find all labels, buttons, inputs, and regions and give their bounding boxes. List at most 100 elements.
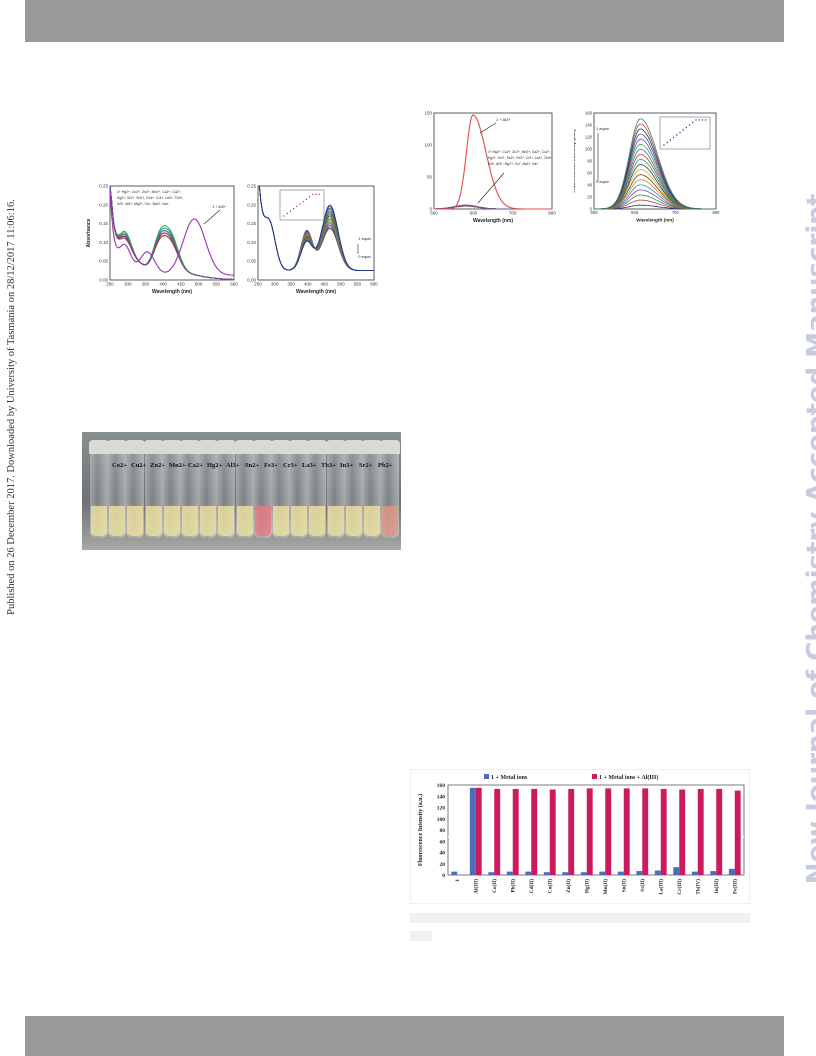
vial-label: Cu2+ <box>131 462 147 469</box>
x-axis-label: Wavelength (nm) <box>473 218 513 224</box>
vial-cap <box>343 440 364 454</box>
vial <box>307 440 328 538</box>
vial-solution <box>291 506 308 536</box>
vial <box>161 440 182 538</box>
y-axis-label: Absorbance <box>86 218 92 247</box>
vial-label: Sr2+ <box>359 462 373 469</box>
vial-label: Ca2+ <box>188 462 203 469</box>
vial <box>362 440 382 538</box>
vial <box>89 440 109 538</box>
inset-point <box>289 210 292 212</box>
bar-metal-ion <box>580 872 587 875</box>
y-tick-label: 140 <box>437 794 446 800</box>
bar-metal-ion-al <box>642 788 649 875</box>
x-tick-label: Sr(II) <box>639 879 646 892</box>
y-tick-label: 100 <box>437 817 446 823</box>
vial-solution <box>327 506 344 536</box>
y-tick-label: 120 <box>437 806 446 812</box>
fluorescence-b-plot: 0 20 40 60 80 100 120 140 160 500 600 700 800 Wavelen… <box>574 111 721 223</box>
inset-point <box>676 134 678 136</box>
x-tick-label: In(III) <box>713 879 720 894</box>
vial-label: Cr3+ <box>283 462 298 469</box>
vial <box>125 440 146 538</box>
bar-metal-ion <box>691 871 698 875</box>
equiv-bottom-label: 0 equiv. <box>596 179 610 184</box>
legend-line: 1+ Hg2+, Co2+, Zn2+, Mn2+, Ca2+, Cu2+, <box>488 150 551 154</box>
bar-metal-ion <box>599 871 606 875</box>
x-tick-label: Hg(II) <box>583 879 590 893</box>
x-tick-label: Pb(II) <box>509 879 516 893</box>
vial-label: Hg2+ <box>207 462 223 469</box>
bar-metal-ion-al <box>679 789 686 875</box>
vial-label: Mn2+ <box>169 462 186 469</box>
vial-solution <box>109 506 126 536</box>
bar-metal-ion <box>617 871 624 875</box>
inset-point <box>318 193 320 196</box>
inset-point <box>315 193 317 196</box>
inset-point <box>692 121 694 124</box>
vial <box>180 440 200 538</box>
x-tick-label: 800 <box>713 210 721 215</box>
y-tick-label: 0.10 <box>99 240 108 245</box>
y-tick-label: 40 <box>440 851 446 857</box>
x-tick-label: 600 <box>370 282 378 287</box>
inset-frame <box>279 189 325 221</box>
y-tick-label: 20 <box>587 195 592 200</box>
vial-cap <box>125 440 146 454</box>
bar-metal-ion-al <box>716 788 723 875</box>
vial-label: Al3+ <box>226 462 240 469</box>
plot-frame <box>447 784 745 876</box>
vial <box>107 440 128 538</box>
bar-metal-ion <box>506 871 513 875</box>
x-tick-label: 500 <box>430 211 438 216</box>
x-tick-label: Cu(II) <box>546 879 553 893</box>
vial-solution <box>218 506 235 536</box>
vial-solution <box>254 506 271 536</box>
x-tick-label: 450 <box>321 282 329 287</box>
y-tick-label: 50 <box>427 175 433 180</box>
inset-point <box>286 212 288 215</box>
bar-metal-ion-al <box>734 790 741 875</box>
y-tick-label: 80 <box>440 828 446 834</box>
equiv-top-label: 1 equiv. <box>596 126 610 131</box>
vial-cap <box>325 440 346 454</box>
legend-line: In3+, Al3+, Mg2+, Cs+, Ba2+, Na+ <box>117 202 169 206</box>
inset-point <box>666 141 668 144</box>
vial-solution <box>382 506 399 536</box>
inset-point <box>312 193 314 196</box>
y-tick-label: 140 <box>585 123 593 128</box>
bar-metal-ion-al <box>568 788 575 875</box>
bar-metal-ion-al <box>697 788 704 875</box>
bar-metal-ion-al <box>512 788 519 875</box>
vial-cap <box>89 440 109 454</box>
bar-metal-ion <box>654 870 661 875</box>
selectivity-bar-chart: 0 20 40 60 80 100 120 140 160 Fluorescence Intens… <box>410 769 750 904</box>
inset-point <box>685 126 688 129</box>
legend-line: Hg2+, Sr2+, Sn2+, Fe3+, Cr3+, La3+, Tb3+… <box>117 196 183 200</box>
plot-frame <box>257 185 375 281</box>
pointer-arrow <box>203 209 221 225</box>
vial-label: Zn2+ <box>150 462 165 469</box>
legend-line: In3+, Al3+, Mg2+, Cs+, Ba2+, Na+ <box>488 162 538 166</box>
caption-placeholder <box>410 913 750 923</box>
x-tick-label: 800 <box>548 211 556 216</box>
vial <box>234 440 255 538</box>
y-tick-label: 0.00 <box>247 278 256 283</box>
vial-cap <box>380 440 401 454</box>
footer-band <box>25 1016 784 1056</box>
vial <box>325 440 346 538</box>
x-tick-label: 250 <box>254 282 262 287</box>
inset-point <box>701 119 704 121</box>
vial-label: Sn2+ <box>245 462 260 469</box>
x-tick-label: La(III) <box>657 879 664 895</box>
x-tick-label: 400 <box>159 282 167 287</box>
bar-metal-ion <box>728 868 735 875</box>
bar-metal-ion <box>469 787 476 875</box>
x-axis-label: Wavelength (nm) <box>152 289 192 295</box>
y-tick-label: 160 <box>437 783 446 789</box>
y-tick-label: 40 <box>587 183 592 188</box>
y-tick-label: 60 <box>440 839 446 845</box>
x-tick-label: Co(II) <box>491 879 498 893</box>
x-tick-label: 250 <box>106 282 114 287</box>
